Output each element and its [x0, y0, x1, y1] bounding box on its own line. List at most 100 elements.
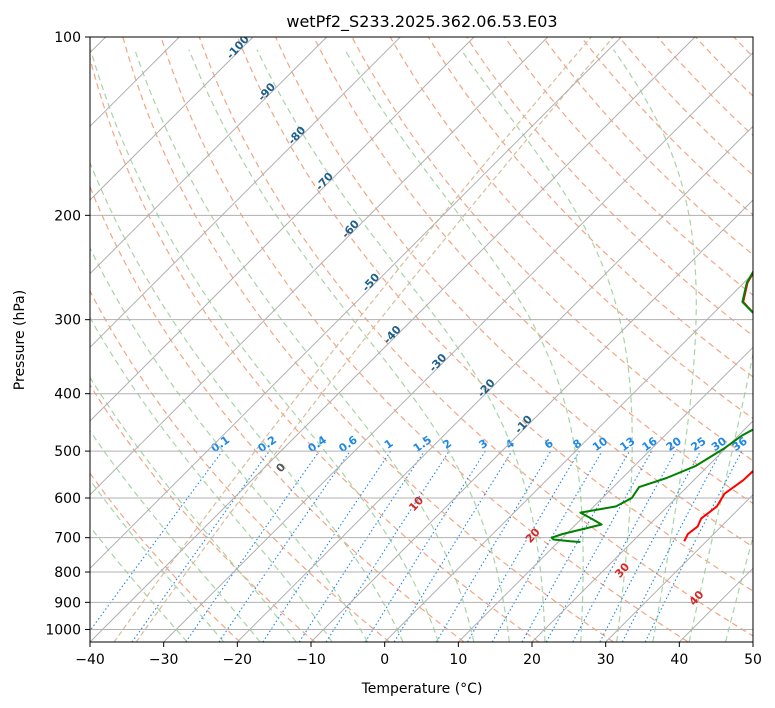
isotherm-gridline — [90, 37, 475, 422]
dry-adiabat — [657, 37, 753, 137]
moist-adiabat — [724, 534, 753, 642]
x-tick-label: 40 — [670, 652, 688, 668]
dry-adiabat — [580, 37, 753, 216]
y-tick-label: 100 — [54, 30, 81, 46]
dry-adiabat — [122, 37, 614, 642]
moist-adiabat — [90, 429, 261, 642]
isotherm-gridline — [384, 272, 753, 642]
moist-adiabat-label: 20 — [523, 525, 543, 545]
isotherm-gridline — [457, 346, 753, 642]
mixing-ratio-line — [621, 450, 722, 642]
mixing-ratio-line — [521, 450, 630, 642]
moist-adiabat — [256, 49, 546, 642]
chart-title: wetPf2_S233.2025.362.06.53.E03 — [286, 12, 557, 32]
x-tick-label: −20 — [223, 652, 253, 668]
mixing-ratio-label: 6 — [542, 437, 556, 452]
isotherm-gridline — [678, 567, 753, 642]
dry-adiabat — [504, 37, 753, 296]
dry-adiabat — [90, 56, 540, 642]
mixing-ratio-label: 2 — [440, 437, 454, 452]
mixing-ratio-line — [90, 450, 223, 632]
dry-adiabat — [198, 37, 753, 637]
isotherm-gridline — [236, 125, 753, 642]
isotherm-gridline — [752, 641, 753, 642]
temperature-profile-line — [683, 271, 753, 542]
dry-adiabat — [313, 37, 753, 505]
moist-adiabat — [90, 246, 369, 642]
x-tick-label: 0 — [380, 652, 389, 668]
y-axis-title: Pressure (hPa) — [12, 290, 28, 390]
y-tick-label: 800 — [54, 565, 81, 581]
dry-adiabat — [733, 37, 753, 58]
dry-adiabat — [695, 37, 753, 97]
moist-adiabat — [90, 525, 188, 642]
x-tick-label: 30 — [597, 652, 615, 668]
mixing-ratio-label: 1.5 — [411, 433, 434, 455]
isotherm-gridline — [605, 493, 753, 642]
mixing-ratio-label: 0.1 — [209, 433, 232, 455]
x-tick-label: −30 — [149, 652, 179, 668]
y-tick-label: 1000 — [45, 622, 81, 638]
isotherm-gridline — [90, 37, 549, 496]
dry-adiabat — [236, 37, 753, 592]
moist-adiabat — [90, 316, 333, 642]
isotherm-gridline — [90, 37, 328, 275]
x-tick-label: 50 — [744, 652, 762, 668]
moist-adiabat — [134, 49, 475, 642]
isotherm-gridline — [90, 37, 696, 642]
isotherm-gridline — [90, 37, 254, 201]
mixing-ratio-line — [435, 450, 552, 642]
mixing-ratio-line — [325, 450, 450, 642]
mixing-ratio-line — [218, 450, 351, 642]
dry-adiabat — [90, 185, 465, 642]
dry-adiabat — [466, 37, 753, 337]
mixing-ratio-label: 4 — [503, 437, 517, 452]
moist-adiabat — [90, 161, 404, 642]
moist-adiabat — [188, 49, 510, 642]
mixing-ratio-line — [545, 450, 653, 642]
dry-adiabat — [90, 472, 241, 642]
moist-adiabat — [460, 49, 633, 642]
dry-adiabat — [351, 37, 753, 462]
dry-adiabat — [90, 289, 390, 642]
dry-adiabat — [618, 37, 753, 176]
dry-adiabat-label: -80 — [285, 124, 308, 148]
mixing-ratio-label: 0.6 — [336, 433, 360, 455]
y-tick-label: 500 — [54, 444, 81, 460]
plot-area: 0.1 0.2 0.4 0.6 1 1.5 2 3 4 6 8 10 13 16 20 25 30 36-100-… — [90, 37, 753, 642]
mixing-ratio-line — [491, 450, 603, 642]
reference-curve — [113, 37, 592, 642]
dry-adiabat-label: -10 — [512, 413, 535, 437]
mixing-ratio-line — [131, 450, 270, 642]
plot-frame — [89, 36, 754, 643]
dry-adiabat — [160, 37, 689, 642]
y-tick-label: 200 — [54, 208, 81, 224]
dry-adiabat — [389, 37, 753, 420]
x-tick-label: 20 — [523, 652, 541, 668]
y-tick-label: 900 — [54, 595, 81, 611]
dry-adiabat-label: -30 — [426, 351, 449, 375]
x-tick-label: 10 — [449, 652, 467, 668]
isotherm-gridline — [90, 37, 401, 349]
mixing-ratio-line — [298, 450, 425, 642]
reference-curve — [135, 37, 614, 642]
x-tick-label: −40 — [75, 652, 105, 668]
dry-adiabat — [542, 37, 753, 256]
y-tick-label: 400 — [54, 387, 81, 403]
isotherm-gridline — [310, 199, 753, 642]
dry-adiabat-label: -90 — [255, 80, 278, 104]
moist-adiabat — [613, 49, 697, 642]
isotherm-gridline — [163, 51, 753, 642]
mixing-ratio-label: 3 — [477, 437, 491, 452]
y-tick-label: 700 — [54, 531, 81, 547]
dewpoint-profile-line — [550, 269, 753, 543]
moist-adiabat-label: 40 — [687, 588, 707, 608]
y-tick-label: 600 — [54, 491, 81, 507]
dry-adiabat-label: -40 — [381, 323, 404, 347]
dry-adiabat — [427, 37, 753, 378]
moist-adiabat — [90, 49, 439, 642]
moist-adiabat-label: 30 — [612, 560, 632, 580]
isotherm-gridline — [90, 37, 622, 570]
axes: −40 −30 −20 −10 0 10 20 30 40 5010020030040050060… — [45, 30, 762, 668]
mixing-ratio-line — [599, 450, 701, 642]
